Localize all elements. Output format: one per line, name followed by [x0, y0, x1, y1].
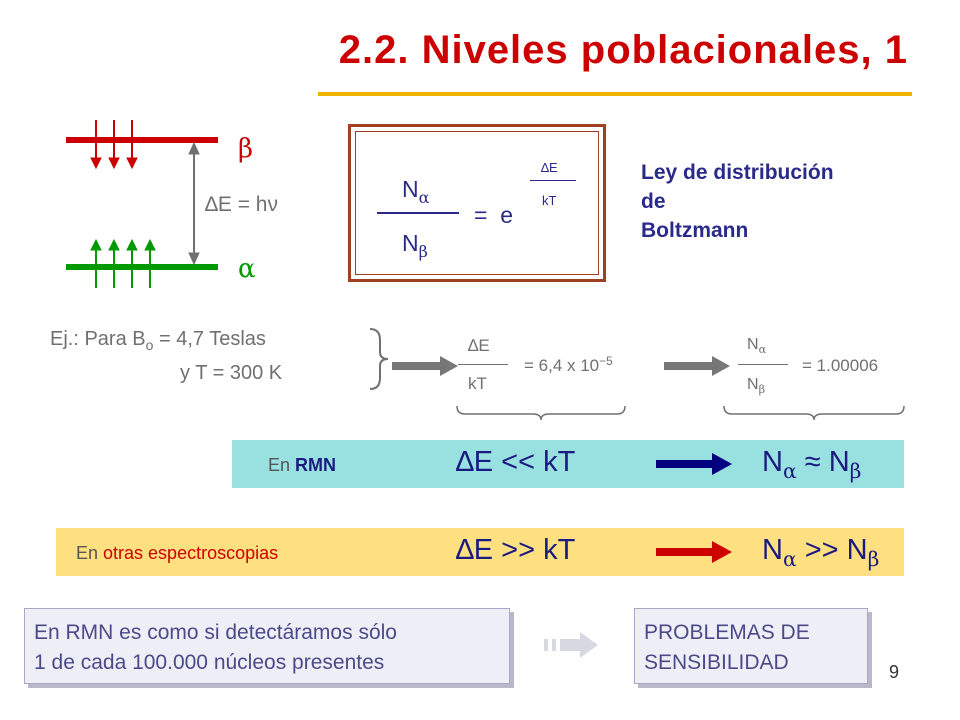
formula-numerator: Nα	[402, 176, 430, 207]
rmn-band-label: En RMN	[268, 455, 337, 475]
rmn-band	[232, 440, 904, 488]
problem-box	[634, 608, 868, 684]
boltzmann-caption: Ley de distribución de Boltzmann	[641, 161, 834, 242]
formula-denominator: Nβ	[402, 230, 428, 261]
problem-box-text: PROBLEMAS DE SENSIBILIDAD	[644, 621, 810, 674]
title-underline	[318, 92, 912, 96]
example-line2: y T = 300 K	[180, 362, 283, 384]
delta-e-label: ∆E = hν	[205, 193, 278, 216]
formula-box-inner	[355, 131, 599, 275]
delta-e-arrow	[188, 141, 200, 266]
example-ratio-value: = 6,4 x 10−5	[524, 354, 613, 375]
beta-label: β	[238, 134, 254, 164]
formula-equals-e: = e	[474, 202, 514, 228]
example-pop-numerator: Nα	[747, 336, 767, 356]
example-pop-value: = 1.00006	[802, 356, 879, 375]
rmn-relation: ∆E << kT	[456, 446, 576, 478]
slide-title: 2.2. Niveles poblacionales, 1	[338, 28, 908, 72]
note-box-text: En RMN es como si detectáramos sólo 1 de…	[34, 621, 397, 674]
note-box	[24, 608, 510, 684]
energy-level-diagram	[66, 120, 218, 288]
rmn-arrow	[656, 453, 732, 475]
example-arrow-2	[664, 356, 730, 376]
example-ratio-denominator: kT	[468, 374, 487, 393]
example-brace	[369, 328, 389, 390]
formula-exponent-denominator: kT	[542, 193, 557, 208]
beta-spin-arrows	[90, 120, 138, 170]
other-result: Nα >> Nβ	[762, 534, 880, 572]
alpha-label: α	[238, 254, 256, 284]
formula-box-outer	[348, 124, 606, 282]
rmn-result: Nα ≈ Nβ	[762, 446, 862, 484]
formula-exponent-bar	[530, 180, 576, 181]
example-ratio-bar	[458, 364, 508, 365]
formula-exponent-numerator: ∆E	[541, 160, 558, 175]
other-arrow	[656, 541, 732, 563]
formula-fraction-bar	[377, 212, 459, 214]
other-band	[56, 528, 904, 576]
example-pop-denominator: Nβ	[747, 376, 766, 396]
note-arrow	[544, 632, 598, 658]
other-band-label: En otras espectroscopias	[76, 543, 279, 563]
example-underbrace-1	[456, 405, 626, 421]
example-arrow-1	[392, 356, 458, 376]
page-number: 9	[889, 662, 900, 682]
other-relation: ∆E >> kT	[456, 534, 576, 566]
example-line1: Ej.: Para Bo = 4,7 Teslas	[50, 328, 266, 353]
example-ratio-numerator: ∆E	[468, 336, 490, 355]
example-pop-bar	[738, 364, 788, 365]
example-underbrace-2	[723, 405, 905, 421]
alpha-spin-arrows	[90, 238, 156, 288]
